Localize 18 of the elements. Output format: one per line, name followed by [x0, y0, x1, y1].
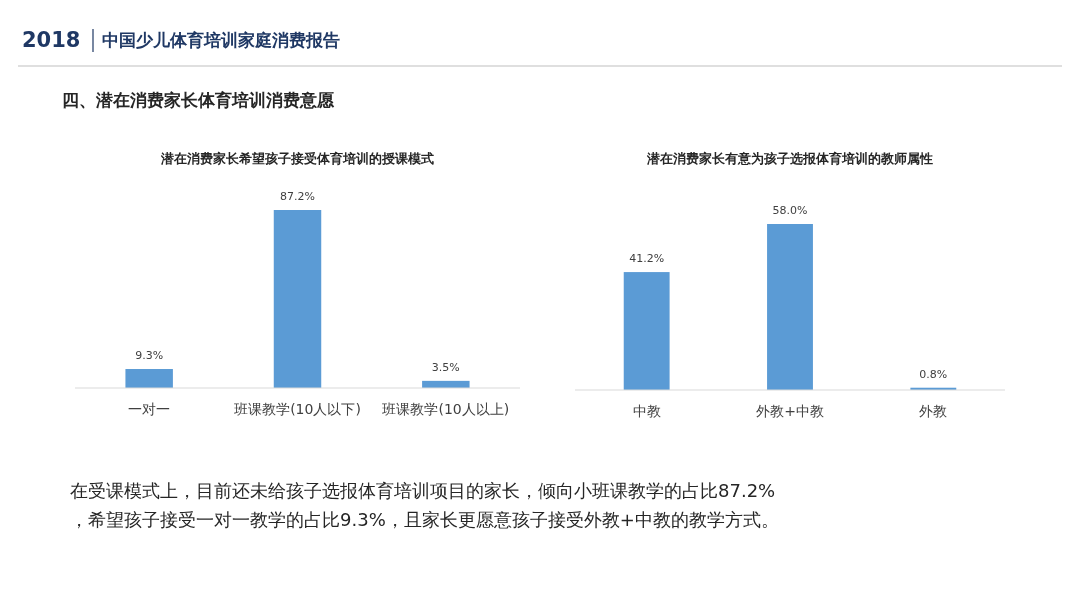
text: 中国少儿体育培训家庭消费报告 — [102, 30, 340, 50]
data-label: 58.0% — [772, 204, 808, 217]
text: 在受课模式上，目前还未给孩子选报体育培训项目的家长，倾向小班课教学的占比87.2%，希望孩子接受一对一教学的占比9.3%，且家长更愿意孩子接受外教+中教的教学方式。 — [70, 480, 779, 530]
data-label: 0.8% — [919, 367, 948, 381]
text: 2018 — [22, 28, 81, 52]
data-label: 3.5% — [431, 360, 460, 374]
x-tick-label: 班课教学(10人以上) — [382, 401, 510, 417]
chart-title: 潜在消费家长有意为孩子选报体育培训的教师属性 — [646, 151, 933, 166]
x-tick-label: 中教 — [632, 403, 661, 419]
data-label: 9.3% — [135, 349, 164, 363]
x-tick-label: 一对一 — [128, 401, 171, 417]
data-label: 41.2% — [629, 252, 665, 266]
data-label: 87.2% — [280, 190, 315, 203]
x-tick-label: 外教 — [919, 403, 948, 419]
x-tick-label: 班课教学(10人以下) — [234, 401, 361, 417]
chart-title: 潜在消费家长希望孩子接受体育培训的授课模式 — [160, 151, 434, 166]
text: 四、潜在消费家长体育培训消费意愿 — [62, 90, 335, 110]
x-tick-label: 外教+中教 — [756, 403, 824, 419]
